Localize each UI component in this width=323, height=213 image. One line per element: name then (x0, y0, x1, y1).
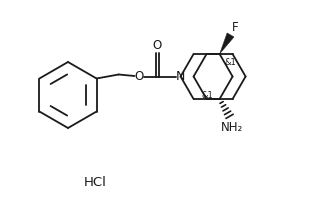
Text: &1: &1 (202, 91, 213, 99)
Text: F: F (232, 21, 238, 34)
Text: O: O (152, 39, 162, 52)
Text: &1: &1 (224, 59, 236, 68)
Text: HCl: HCl (84, 177, 107, 190)
Text: NH₂: NH₂ (221, 121, 243, 134)
Polygon shape (220, 33, 234, 54)
Text: N: N (176, 70, 185, 83)
Text: O: O (134, 70, 143, 83)
